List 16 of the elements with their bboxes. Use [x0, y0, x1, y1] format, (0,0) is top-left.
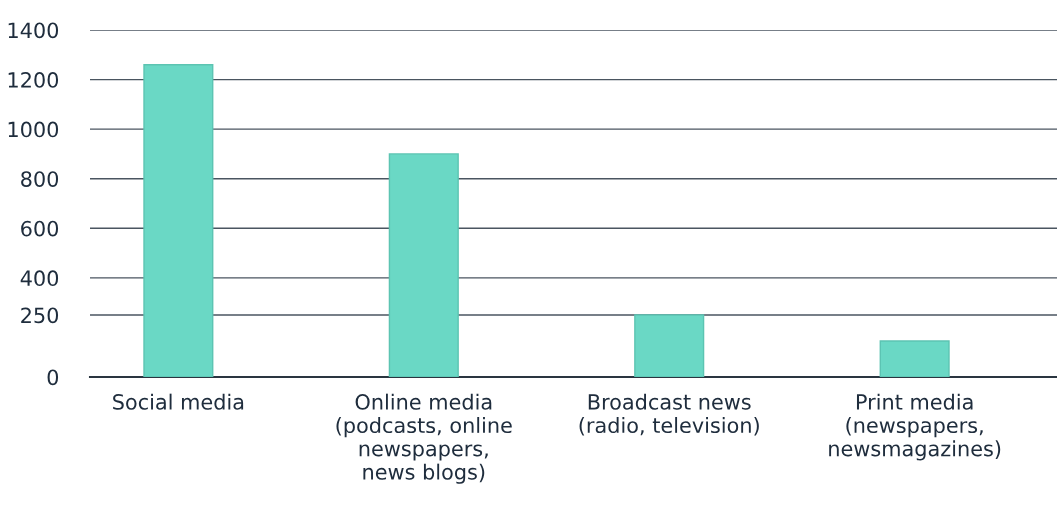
bar	[388, 153, 459, 377]
x-tick-label: Print media (newspapers, newsmagazines)	[829, 393, 1001, 461]
y-tick-label: 1200	[8, 72, 59, 88]
x-tick-label: Online media (podcasts, online newspapers, news blogs)	[336, 393, 512, 484]
bar	[879, 340, 950, 377]
bar	[143, 64, 214, 377]
y-tick-label: 0	[47, 369, 59, 386]
y-tick-label: 1000	[8, 121, 59, 138]
y-tick-label: 800	[21, 171, 59, 187]
y-tick-label: 1400	[8, 22, 59, 39]
y-tick-label: 600	[21, 220, 59, 237]
x-tick-label: Social media	[113, 393, 244, 410]
y-tick-label: 400	[20, 270, 59, 287]
x-tick-label: Broadcast news (radio, television)	[579, 393, 759, 436]
y-tick-label: 250	[21, 307, 59, 324]
bar	[634, 314, 705, 377]
